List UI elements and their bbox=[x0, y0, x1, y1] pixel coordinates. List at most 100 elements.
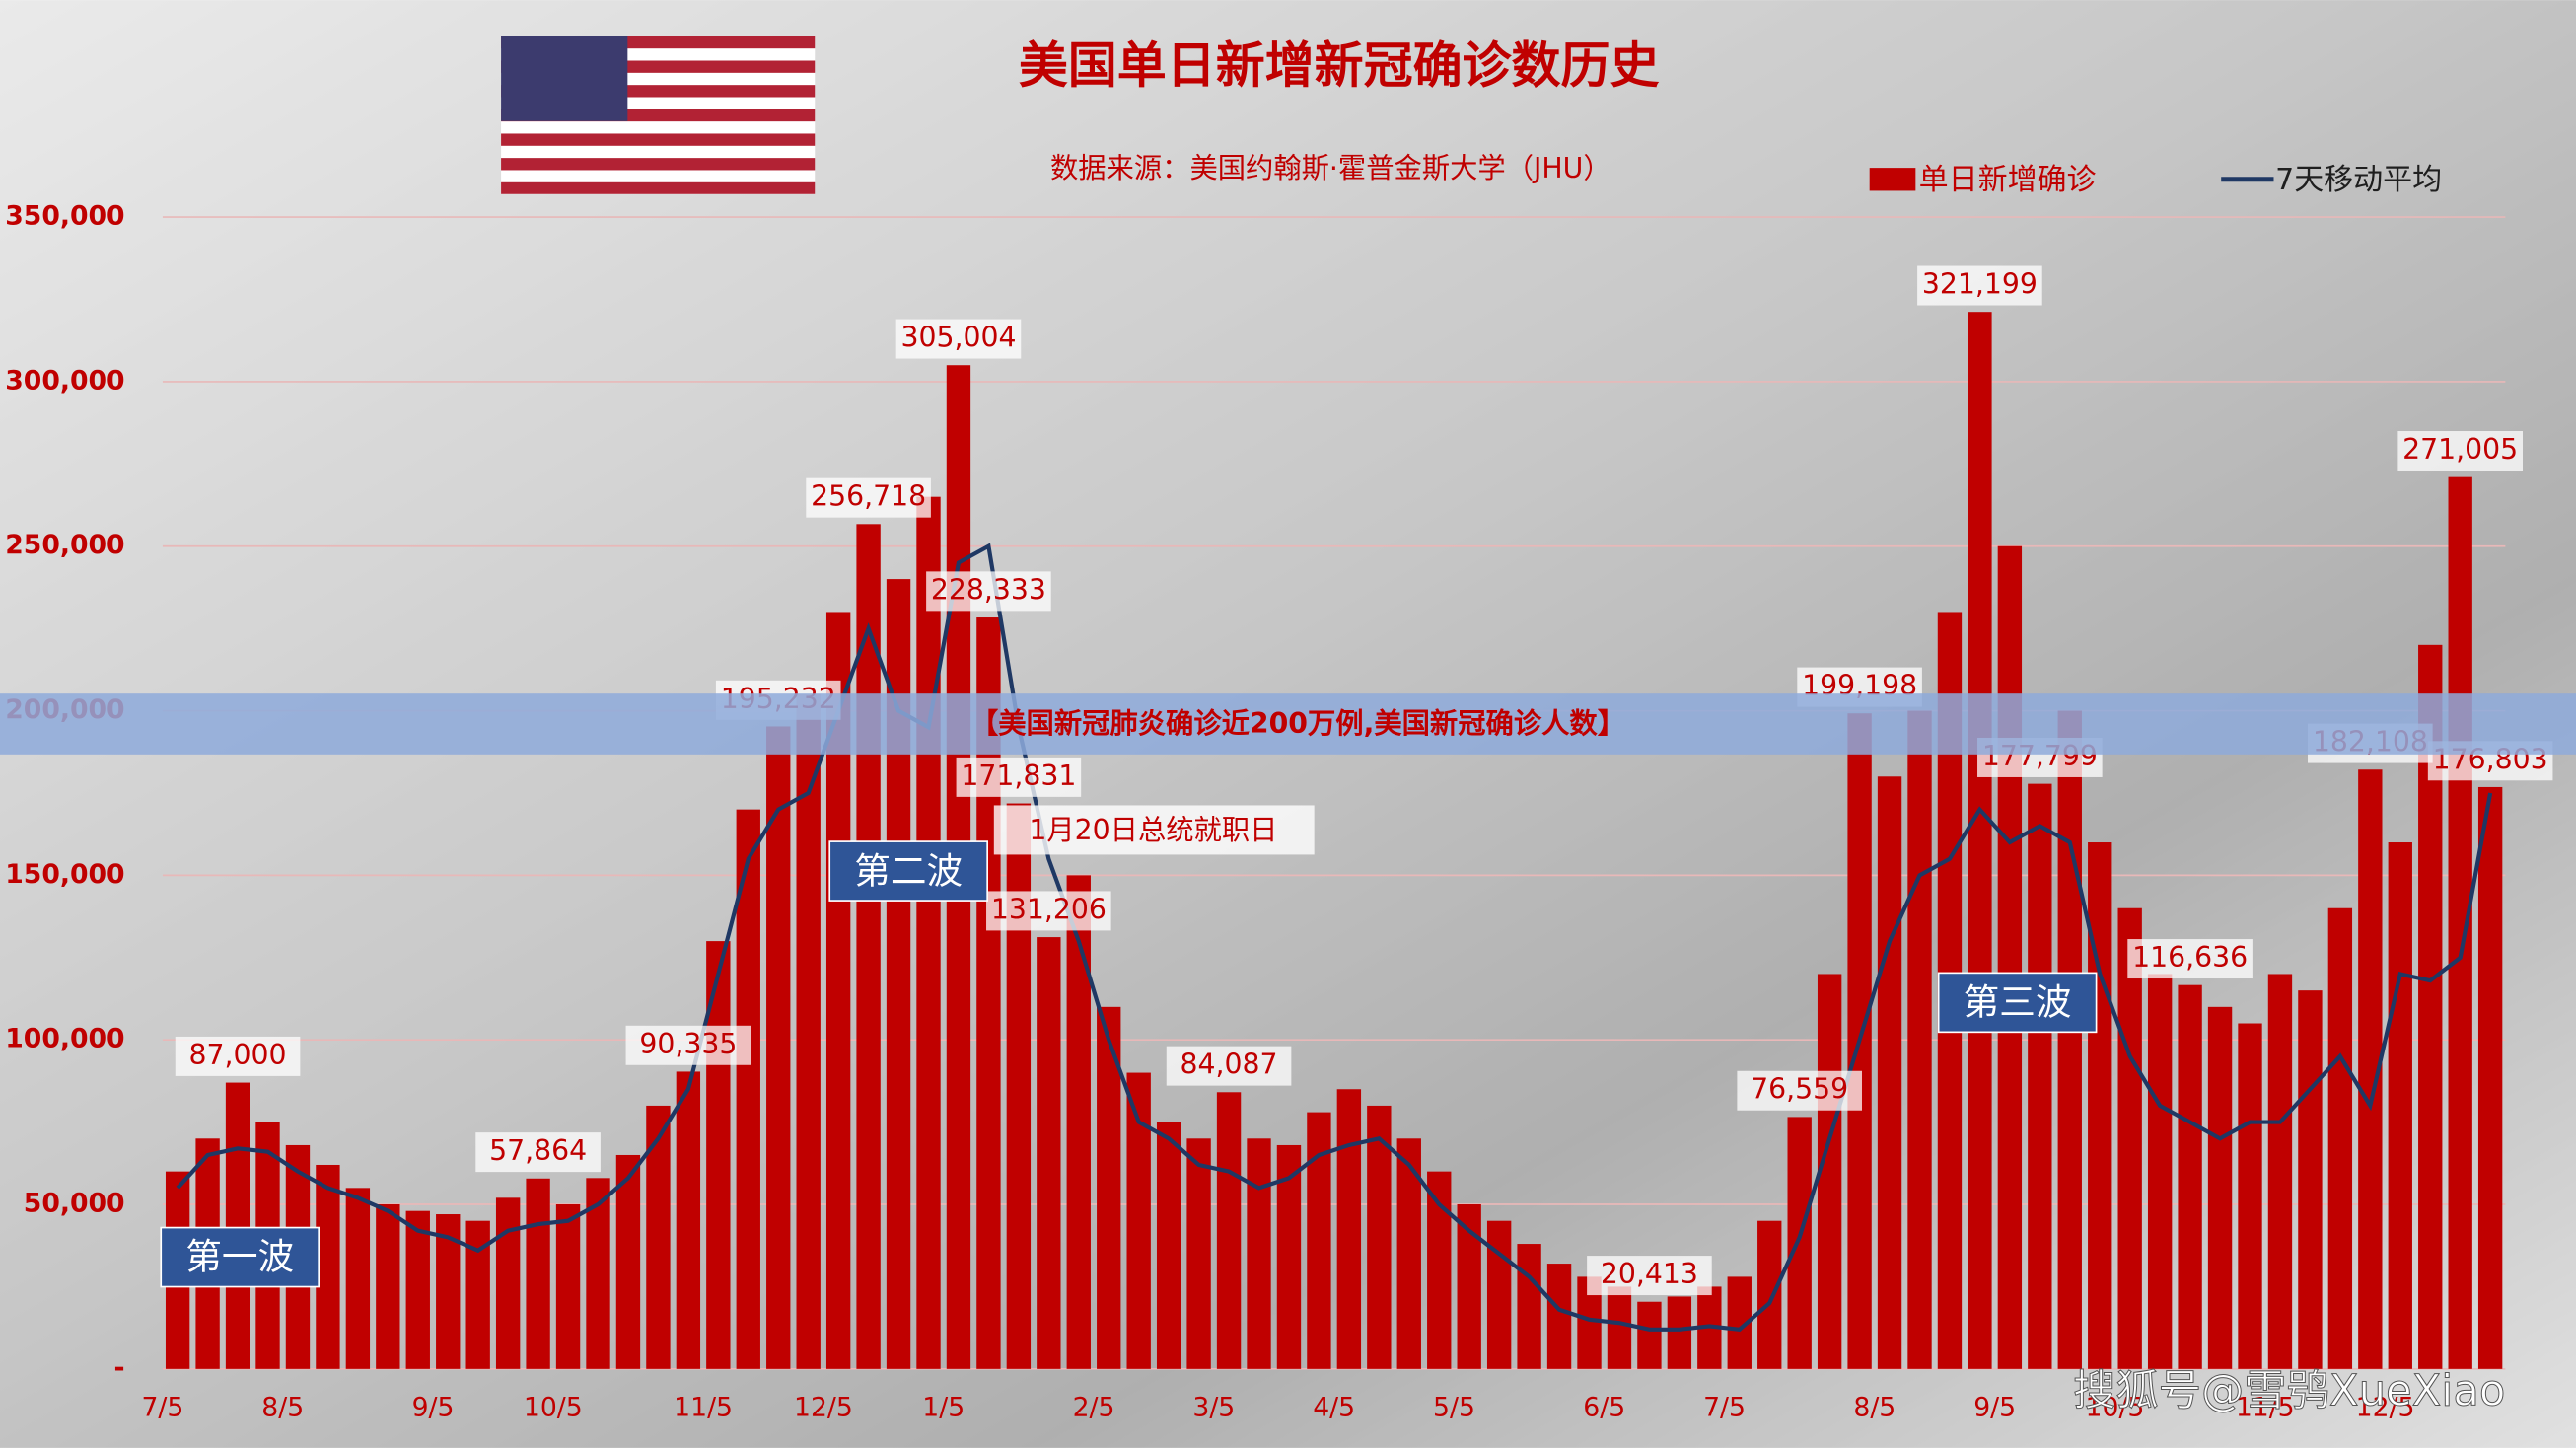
bar bbox=[405, 1210, 430, 1369]
bar bbox=[2147, 974, 2173, 1369]
bar bbox=[2477, 786, 2503, 1369]
bar bbox=[1066, 875, 1091, 1369]
bar bbox=[2298, 990, 2323, 1369]
bar bbox=[1546, 1264, 1572, 1369]
bar bbox=[2088, 842, 2112, 1369]
bar bbox=[225, 1082, 250, 1369]
y-tick-label: 100,000 bbox=[5, 1024, 124, 1054]
bar bbox=[1607, 1286, 1632, 1369]
chart-title: 美国单日新增新冠确诊数历史 bbox=[1019, 37, 1660, 95]
wave-label: 第三波 bbox=[1964, 981, 2072, 1024]
value-label: 256,718 bbox=[811, 480, 926, 513]
value-label: 87,000 bbox=[189, 1039, 287, 1071]
banner-text: 【美国新冠肺炎确诊近200万例,美国新冠确诊人数】 bbox=[970, 707, 1625, 740]
y-tick-label: 300,000 bbox=[5, 365, 124, 396]
y-tick-label: - bbox=[114, 1352, 125, 1383]
bar bbox=[2327, 907, 2353, 1369]
value-label-bg bbox=[175, 1036, 301, 1076]
y-tick-label: 50,000 bbox=[24, 1189, 125, 1219]
x-tick-label: 7/5 bbox=[141, 1392, 183, 1422]
x-tick-label: 11/5 bbox=[674, 1392, 733, 1422]
value-label: 20,413 bbox=[1601, 1258, 1698, 1290]
bar bbox=[1367, 1105, 1392, 1369]
x-tick-label: 8/5 bbox=[1853, 1392, 1896, 1422]
x-tick-label: 12/5 bbox=[2356, 1392, 2415, 1422]
bar bbox=[316, 1164, 340, 1369]
x-tick-label: 11/5 bbox=[2236, 1392, 2295, 1422]
wave-label: 第一波 bbox=[185, 1236, 294, 1278]
bar bbox=[495, 1197, 521, 1369]
bar bbox=[796, 693, 821, 1369]
x-tick-label: 9/5 bbox=[412, 1392, 455, 1422]
bar bbox=[1997, 545, 2023, 1369]
value-label: 90,335 bbox=[639, 1028, 737, 1060]
value-label: 305,004 bbox=[900, 322, 1016, 354]
bar bbox=[1216, 1092, 1242, 1369]
bar bbox=[376, 1204, 400, 1369]
watermark: 搜狐号@雪鸮XueXiao bbox=[2073, 1366, 2505, 1415]
x-tick-label: 1/5 bbox=[922, 1392, 965, 1422]
x-tick-label: 8/5 bbox=[261, 1392, 304, 1422]
chart-subtitle: 数据来源：美国约翰斯·霍普金斯大学（JHU） bbox=[1050, 152, 1611, 184]
bar bbox=[1186, 1138, 1211, 1369]
bar bbox=[646, 1105, 671, 1369]
value-label-bg bbox=[956, 757, 1082, 797]
bar bbox=[526, 1178, 550, 1369]
bar bbox=[736, 809, 760, 1369]
bar bbox=[1667, 1296, 1692, 1369]
value-label-bg bbox=[2127, 939, 2253, 979]
bar bbox=[1787, 1117, 1812, 1369]
wave-label: 第二波 bbox=[854, 849, 963, 892]
x-tick-label: 9/5 bbox=[1973, 1392, 2016, 1422]
bar bbox=[1247, 1138, 1271, 1369]
bar bbox=[1877, 776, 1902, 1369]
value-label-bg bbox=[625, 1025, 751, 1065]
y-tick-label: 150,000 bbox=[5, 859, 124, 890]
bar bbox=[856, 524, 881, 1369]
value-label-bg bbox=[1917, 265, 2042, 306]
bar bbox=[2028, 783, 2052, 1369]
inauguration-label: 1月20日总统就职日 bbox=[1029, 814, 1277, 846]
bar bbox=[2178, 984, 2202, 1369]
value-label-bg bbox=[2397, 431, 2523, 471]
moving-average-line bbox=[176, 543, 2493, 1332]
y-tick-label: 350,000 bbox=[5, 201, 124, 232]
x-tick-label: 5/5 bbox=[1433, 1392, 1475, 1422]
bar bbox=[555, 1204, 581, 1369]
bar bbox=[1156, 1122, 1181, 1369]
x-tick-label: 10/5 bbox=[524, 1392, 583, 1422]
x-tick-label: 4/5 bbox=[1313, 1392, 1355, 1422]
bar bbox=[1037, 937, 1061, 1369]
wave-box bbox=[160, 1226, 321, 1288]
bar bbox=[2388, 842, 2412, 1369]
bar bbox=[2448, 476, 2472, 1369]
bar bbox=[615, 1154, 641, 1369]
x-tick-label: 12/5 bbox=[794, 1392, 853, 1422]
value-label-bg bbox=[1166, 1046, 1292, 1086]
flag bbox=[501, 36, 816, 194]
bar bbox=[2057, 710, 2082, 1369]
bar bbox=[766, 726, 791, 1369]
bar bbox=[1907, 710, 1932, 1369]
bar bbox=[676, 1071, 701, 1369]
bar bbox=[1486, 1220, 1512, 1369]
x-tick-label: 6/5 bbox=[1583, 1392, 1625, 1422]
legend-label: 7天移动平均 bbox=[2275, 163, 2442, 197]
legend-label: 单日新增确诊 bbox=[1919, 163, 2097, 197]
value-label: 84,087 bbox=[1181, 1049, 1278, 1081]
banner bbox=[0, 693, 2576, 755]
value-label: 228,333 bbox=[931, 573, 1046, 606]
value-label: 271,005 bbox=[2402, 433, 2518, 466]
bar bbox=[345, 1188, 371, 1369]
y-tick-label: 250,000 bbox=[5, 530, 124, 560]
bar bbox=[2207, 1006, 2233, 1369]
value-label-bg bbox=[1587, 1256, 1712, 1296]
x-tick-label: 3/5 bbox=[1192, 1392, 1235, 1422]
bar bbox=[2238, 1023, 2262, 1369]
bar bbox=[1006, 803, 1032, 1369]
legend-swatch bbox=[1869, 168, 1916, 191]
x-tick-label: 10/5 bbox=[2086, 1392, 2145, 1422]
bar bbox=[1757, 1220, 1782, 1369]
